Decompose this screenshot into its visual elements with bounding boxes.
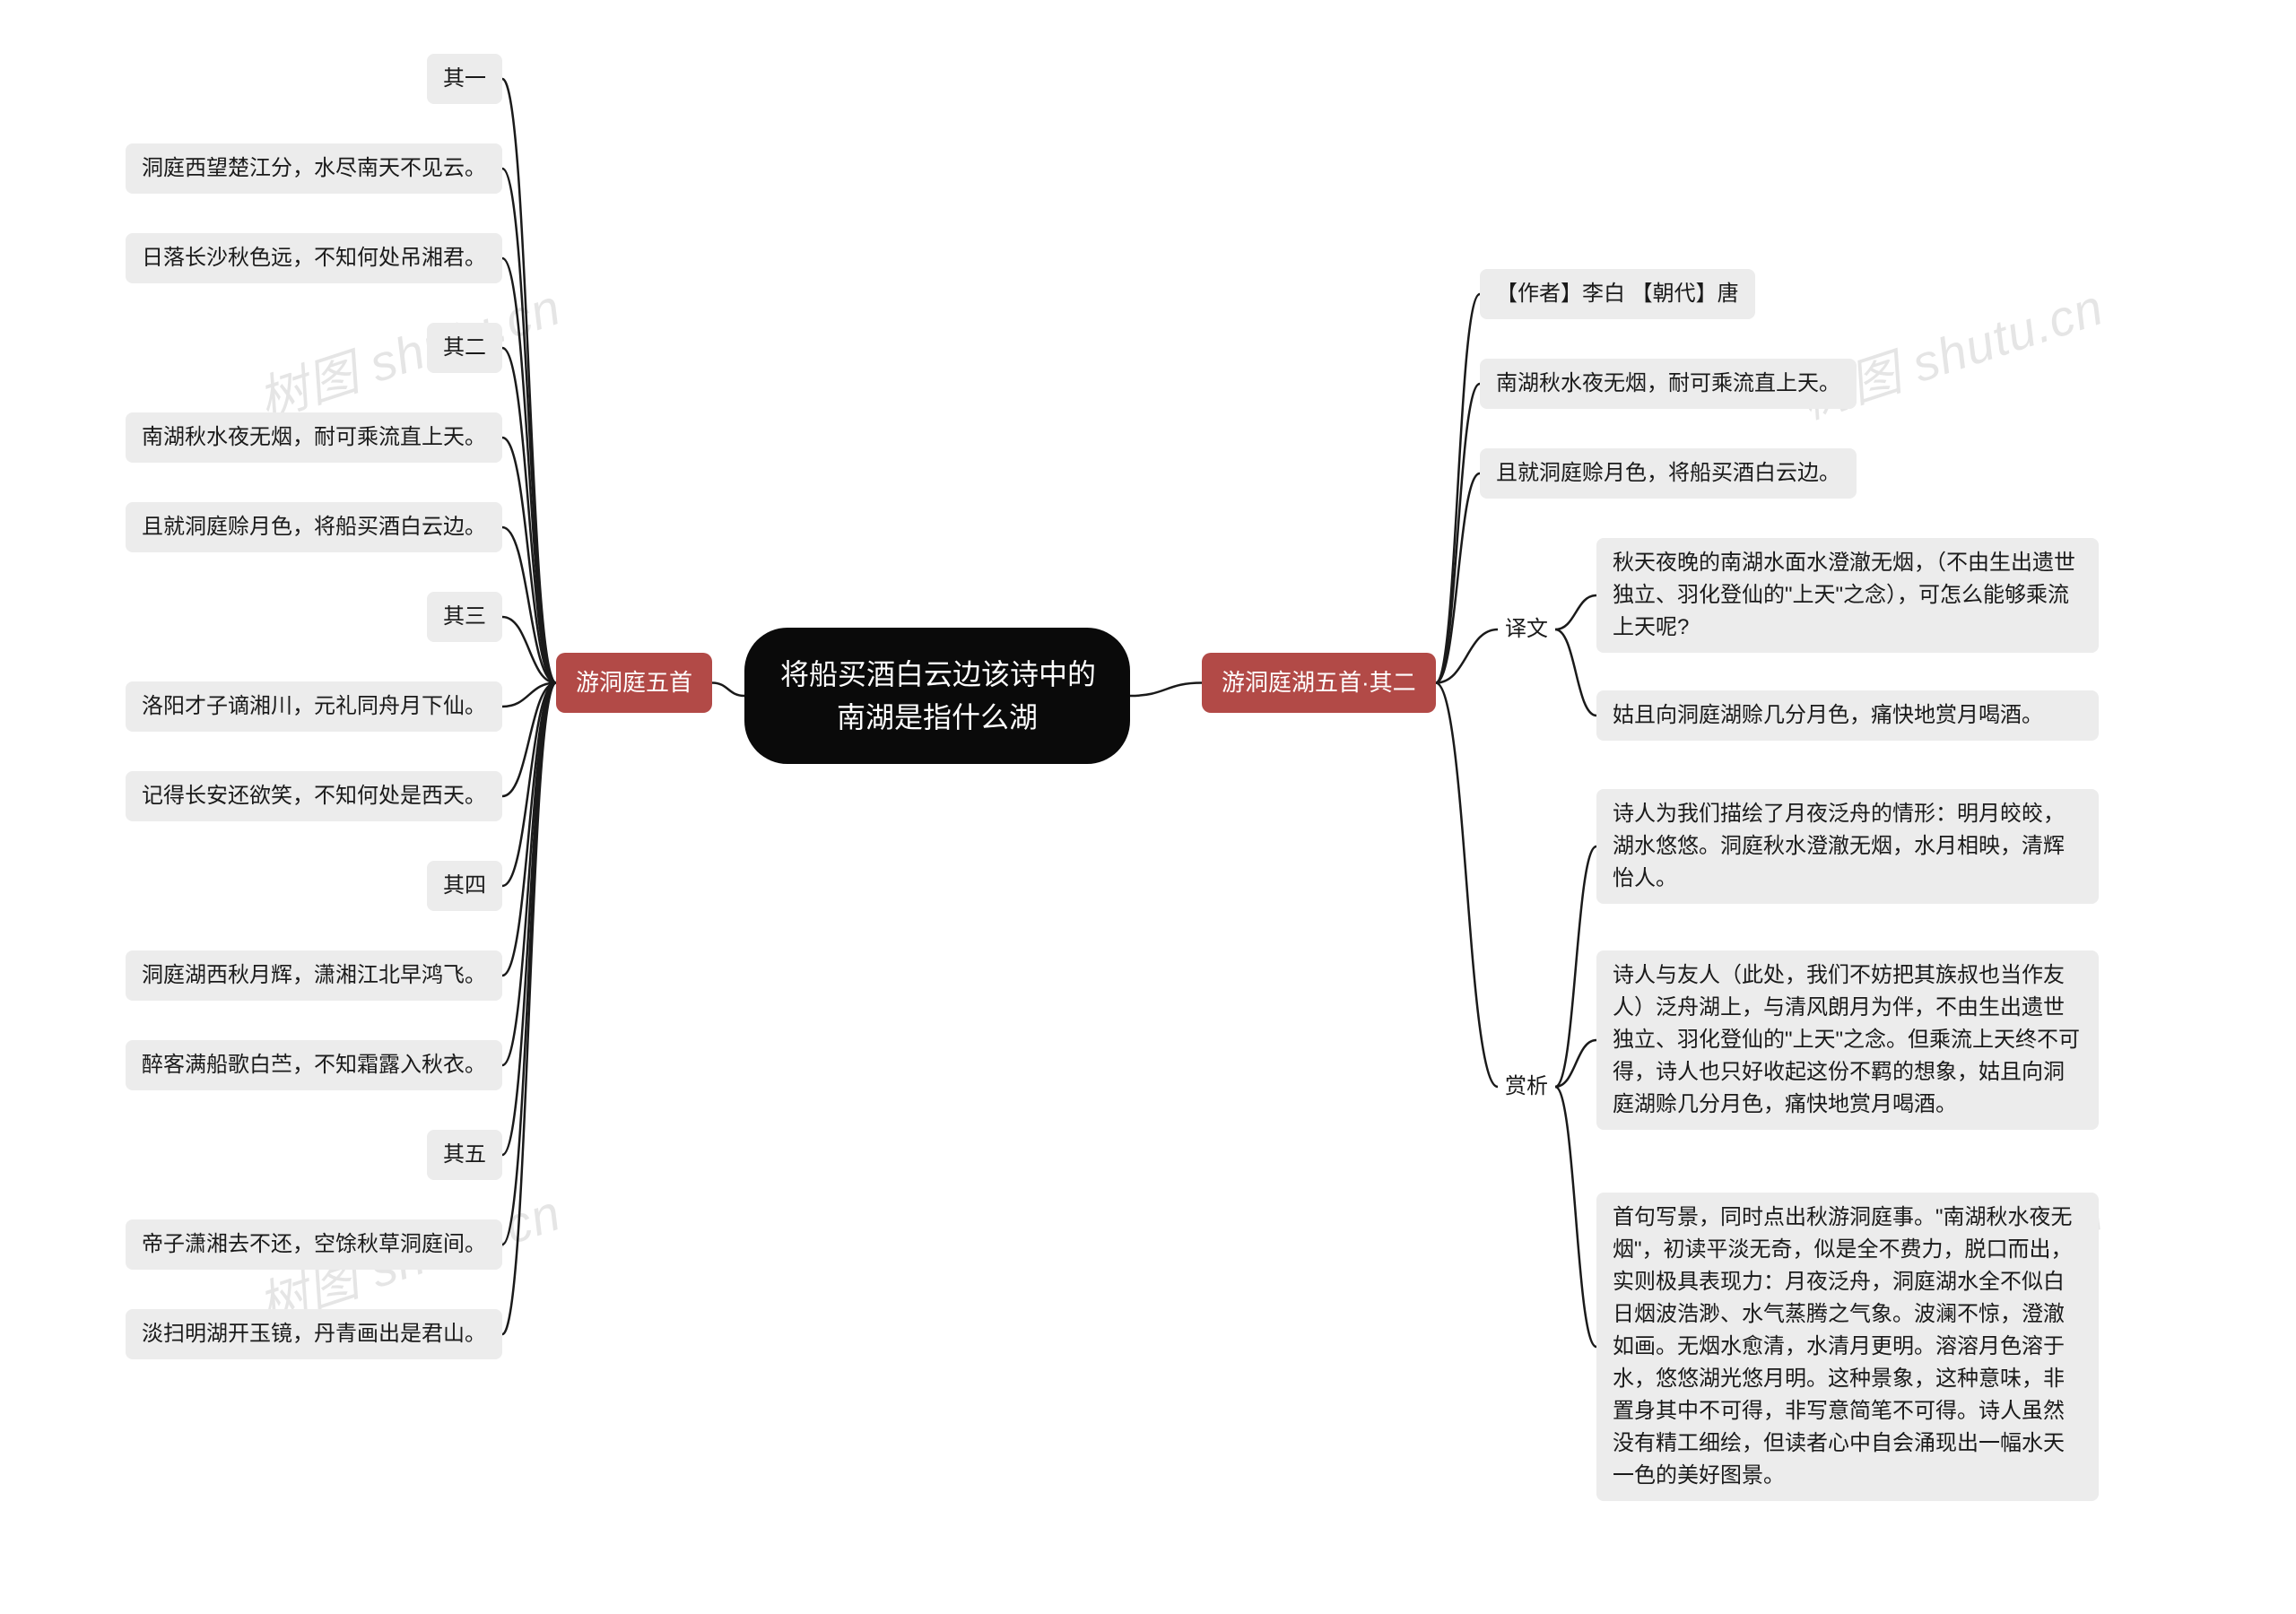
left-leaf: 其五 bbox=[427, 1130, 502, 1180]
right-top-leaf: 且就洞庭赊月色，将船买酒白云边。 bbox=[1480, 448, 1857, 499]
appreciation-leaf: 首句写景，同时点出秋游洞庭事。"南湖秋水夜无烟"，初读平淡无奇，似是全不费力，脱… bbox=[1596, 1193, 2099, 1501]
left-leaf: 淡扫明湖开玉镜，丹青画出是君山。 bbox=[126, 1309, 502, 1359]
right-branch: 游洞庭湖五首·其二 bbox=[1202, 653, 1436, 713]
left-leaf: 其一 bbox=[427, 54, 502, 104]
left-leaf: 且就洞庭赊月色，将船买酒白云边。 bbox=[126, 502, 502, 552]
left-leaf: 洛阳才子谪湘川，元礼同舟月下仙。 bbox=[126, 681, 502, 732]
root-line1: 将船买酒白云边该诗中的 bbox=[780, 653, 1094, 696]
left-leaf: 日落长沙秋色远，不知何处吊湘君。 bbox=[126, 233, 502, 283]
left-leaf: 其三 bbox=[427, 592, 502, 642]
root-line2: 南湖是指什么湖 bbox=[780, 696, 1094, 739]
left-leaf: 醉客满船歌白苎，不知霜露入秋衣。 bbox=[126, 1040, 502, 1090]
watermark: 树图 shutu.cn bbox=[248, 267, 569, 433]
left-leaf: 其四 bbox=[427, 861, 502, 911]
appreciation-leaf: 诗人与友人（此处，我们不妨把其族叔也当作友人）泛舟湖上，与清风朗月为伴，不由生出… bbox=[1596, 950, 2099, 1130]
left-leaf: 其二 bbox=[427, 323, 502, 373]
right-top-leaf: 南湖秋水夜无烟，耐可乘流直上天。 bbox=[1480, 359, 1857, 409]
left-leaf: 洞庭西望楚江分，水尽南天不见云。 bbox=[126, 143, 502, 194]
left-branch: 游洞庭五首 bbox=[556, 653, 712, 713]
left-leaf: 洞庭湖西秋月辉，潇湘江北早鸿飞。 bbox=[126, 950, 502, 1001]
translation-leaf: 姑且向洞庭湖赊几分月色，痛快地赏月喝酒。 bbox=[1596, 690, 2099, 741]
translation-label: 译文 bbox=[1498, 610, 1555, 649]
appreciation-label: 赏析 bbox=[1498, 1067, 1555, 1106]
root-node: 将船买酒白云边该诗中的 南湖是指什么湖 bbox=[744, 628, 1130, 764]
left-leaf: 记得长安还欲笑，不知何处是西天。 bbox=[126, 771, 502, 821]
appreciation-leaf: 诗人为我们描绘了月夜泛舟的情形：明月皎皎，湖水悠悠。洞庭秋水澄澈无烟，水月相映，… bbox=[1596, 789, 2099, 904]
right-top-leaf: 【作者】李白 【朝代】唐 bbox=[1480, 269, 1755, 319]
left-leaf: 帝子潇湘去不还，空馀秋草洞庭间。 bbox=[126, 1219, 502, 1270]
left-leaf: 南湖秋水夜无烟，耐可乘流直上天。 bbox=[126, 412, 502, 463]
translation-leaf: 秋天夜晚的南湖水面水澄澈无烟，（不由生出遗世独立、羽化登仙的"上天"之念），可怎… bbox=[1596, 538, 2099, 653]
